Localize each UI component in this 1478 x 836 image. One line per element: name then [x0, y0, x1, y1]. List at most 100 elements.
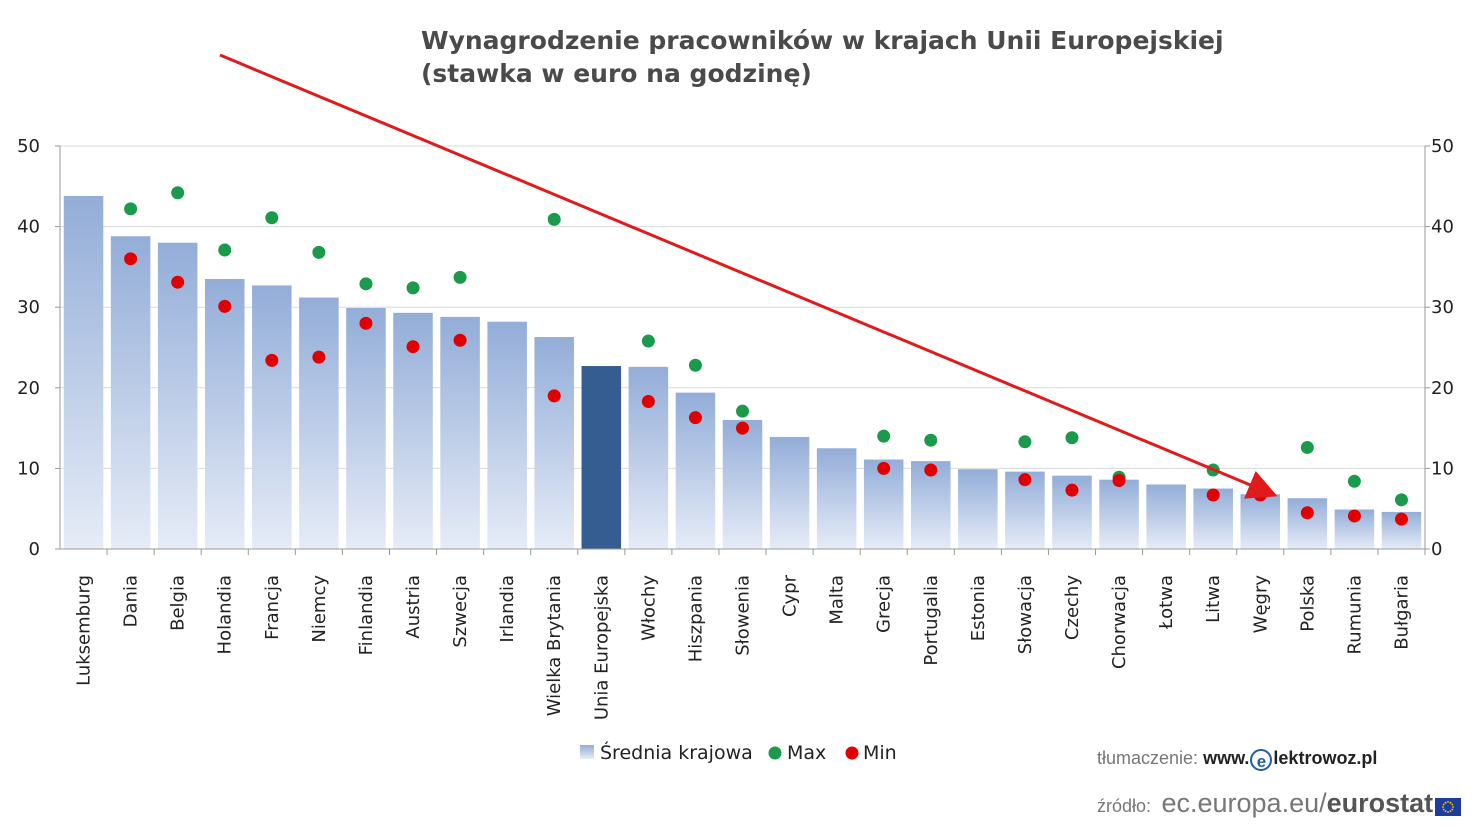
bar-1 [110, 236, 151, 549]
legend-label-max: Max [787, 742, 826, 764]
y-tick-label-right: 0 [1431, 539, 1442, 560]
category-label: Litwa [1203, 575, 1224, 623]
translation-site[interactable]: www. e lektrowoz.pl [1203, 748, 1378, 771]
source-credit: źródło: ec.europa.eu/eurostat [1097, 788, 1433, 819]
bar-15 [769, 436, 810, 549]
bars [63, 195, 1422, 550]
bar-12 [628, 366, 669, 549]
y-tick-label-left: 40 [17, 217, 40, 238]
min-point [218, 299, 232, 313]
category-label: Finlandia [356, 575, 377, 655]
min-point [124, 252, 138, 266]
bar-19 [958, 469, 998, 549]
max-point [453, 270, 467, 284]
max-point [312, 245, 326, 259]
category-label: Chorwacja [1109, 575, 1130, 669]
bar-0 [63, 195, 104, 550]
category-label: Słowacja [1015, 575, 1036, 654]
max-point [406, 281, 420, 295]
min-point [924, 463, 938, 477]
bar-16 [816, 448, 857, 549]
bar-22 [1099, 479, 1139, 549]
max-point [547, 212, 561, 226]
bar-3 [204, 278, 245, 549]
legend-label-avg: Średnia krajowa [600, 740, 753, 764]
category-label: Austria [403, 575, 424, 639]
min-point [547, 389, 561, 403]
category-label: Polska [1297, 575, 1318, 632]
bar-11 [581, 366, 622, 549]
category-label: Belgia [168, 575, 189, 631]
translation-label: tłumaczenie: [1097, 748, 1199, 768]
bar-4 [252, 285, 292, 549]
legend-swatch-min [845, 746, 859, 760]
category-label: Dania [121, 575, 142, 627]
markers [124, 186, 1408, 526]
legend-label-min: Min [863, 742, 897, 764]
min-point [359, 316, 373, 330]
chart-title: Wynagrodzenie pracowników w krajach Unii… [421, 24, 1224, 90]
max-point [1018, 435, 1032, 449]
y-tick-label-right: 40 [1431, 217, 1454, 238]
translation-credit: tłumaczenie: www. e lektrowoz.pl [1097, 748, 1377, 771]
min-point [1018, 473, 1032, 487]
max-point [1065, 431, 1079, 445]
category-label: Cypr [780, 574, 801, 617]
max-point [359, 277, 373, 291]
min-point [877, 461, 891, 475]
source-link[interactable]: ec.europa.eu/eurostat [1161, 788, 1433, 818]
min-point [688, 411, 702, 425]
category-label: Irlandia [497, 575, 518, 643]
min-point [265, 353, 279, 367]
max-point [124, 202, 138, 216]
y-tick-label-right: 20 [1431, 378, 1454, 399]
legend: Średnia krajowa Max Min [580, 740, 897, 764]
category-label: Unia Europejska [591, 575, 612, 720]
min-point [1065, 483, 1079, 497]
category-label: Hiszpania [685, 575, 706, 662]
max-point [877, 429, 891, 443]
elektrowoz-logo-icon: e [1250, 749, 1273, 771]
y-tick-label-left: 10 [17, 458, 40, 479]
category-label: Wielka Brytania [544, 575, 565, 716]
y-tick-label-left: 20 [17, 378, 40, 399]
legend-swatch-max [768, 746, 782, 760]
category-label: Włochy [638, 575, 659, 641]
max-point [1347, 474, 1361, 488]
y-tick-label-right: 30 [1431, 297, 1454, 318]
min-point [312, 350, 326, 364]
bar-8 [440, 316, 480, 549]
category-label: Malta [827, 575, 848, 625]
max-point [641, 334, 655, 348]
max-point [736, 404, 749, 418]
min-point [641, 395, 655, 409]
category-label: Łotwa [1156, 575, 1177, 630]
category-label: Słowenia [733, 575, 754, 656]
source-domain: ec.europa.eu/ [1161, 788, 1327, 818]
category-label: Bułgaria [1391, 575, 1412, 650]
max-point [1300, 440, 1314, 454]
bar-6 [346, 308, 386, 549]
y-tick-label-right: 10 [1431, 458, 1454, 479]
bar-26 [1287, 498, 1328, 549]
min-point [1300, 506, 1314, 520]
bar-2 [157, 242, 198, 549]
category-label: Holandia [215, 575, 236, 654]
source-brand: eurostat [1326, 788, 1434, 818]
axes: 0 0 10 10 20 20 30 30 40 40 50 50 [17, 136, 1454, 560]
min-point [1394, 512, 1408, 526]
min-point [1206, 488, 1220, 502]
site-suffix: lektrowoz.pl [1273, 748, 1378, 768]
min-point [1112, 473, 1126, 487]
max-point [171, 186, 185, 200]
bar-5 [299, 297, 339, 549]
chart-title-line1: Wynagrodzenie pracowników w krajach Unii… [421, 26, 1224, 55]
category-label: Portugalia [921, 575, 942, 666]
bar-9 [487, 321, 527, 549]
category-label: Francja [262, 575, 283, 640]
legend-swatch-avg [580, 745, 594, 759]
bar-23 [1146, 484, 1186, 549]
category-label: Szwecja [450, 575, 471, 648]
y-tick-label-left: 30 [17, 297, 40, 318]
